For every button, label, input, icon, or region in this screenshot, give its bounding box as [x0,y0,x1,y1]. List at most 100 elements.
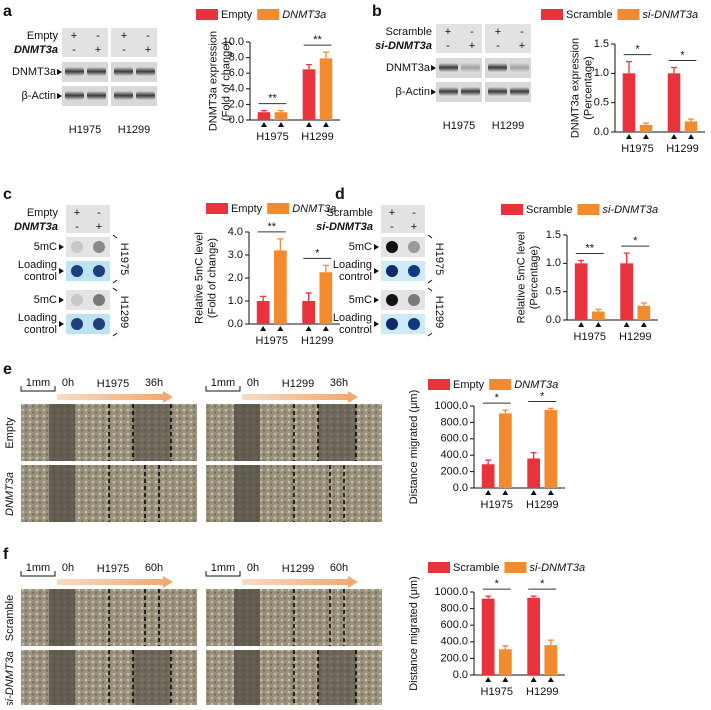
blot-dot [93,294,105,306]
legend-swatch [428,379,450,390]
error-bar [322,264,329,273]
error-bar [547,639,554,646]
sign: - [496,40,500,52]
x-tick-label: H1299 [526,686,558,698]
legend-swatch [489,379,512,390]
legend-label: si-DNMT3a [529,562,585,574]
legend-swatch [504,562,527,573]
time-end: 36h [145,377,163,389]
legend-label: Scramble [566,9,612,21]
axis-triangle [322,326,329,331]
y-tick-label: 800.0 [440,416,468,428]
y-tick-label: 1.0 [594,67,609,79]
row-label: 5mC [349,241,372,253]
x-tick-label: H1975 [621,143,653,155]
x-tick-label: H1975 [481,499,513,511]
bar [622,73,636,132]
error-bar [502,409,509,414]
sign: - [75,221,79,233]
sign: + [495,26,501,38]
legend-swatch [577,204,600,215]
error-bar [277,238,284,251]
row-arrow [59,321,64,327]
significance: * [540,578,545,590]
blot-band [65,91,84,100]
axis-triangle [595,322,602,327]
time-arrow [57,576,173,588]
wound-gap [234,589,260,646]
row-label: 5mC [34,241,57,253]
wound-gap [49,650,75,707]
scale-bar [205,571,241,577]
row-label: 5mC [34,294,57,306]
axis-triangle [485,677,492,682]
error-bar [260,109,267,113]
row-arrow [59,244,64,250]
blot-dot [408,318,420,330]
y-tick-label: 10.0 [223,36,244,48]
blot-dot [93,318,105,330]
panel-letter: b [372,3,382,20]
row-label: DNMT3a [386,62,431,74]
blot-band [439,63,458,72]
time-start: 0h [62,562,74,574]
bar [302,301,316,324]
significance: * [315,247,320,259]
error-bar [623,252,630,264]
y-axis-label: Relative 5mC level [515,232,527,324]
axis-triangle [643,134,650,139]
y-tick-label: 1000.0 [434,400,468,412]
wound-gap [234,465,260,522]
row-arrow [57,93,62,99]
error-bar [547,407,554,411]
axis-triangle [305,122,312,127]
legend-swatch [617,9,640,20]
blot-dot [71,294,83,306]
axis-triangle [277,326,284,331]
cell-label: H1299 [433,296,445,328]
axis-triangle [623,322,630,327]
error-bar [502,645,509,650]
y-tick-label: 600.0 [440,619,468,631]
wound-gap [49,465,75,522]
axis-triangle [305,326,312,331]
sign: + [445,26,451,38]
bracket [112,234,118,284]
blot-band [461,63,480,72]
x-tick-label: H1975 [256,335,288,347]
row-label: β-Actin [22,90,56,102]
scale-bar [20,386,56,392]
error-bar [578,259,585,264]
sign: - [390,221,394,233]
sign: + [411,221,417,233]
legend-label: Empty [231,203,263,215]
panel-letter: e [3,361,12,378]
axis-triangle [547,677,554,682]
x-tick-label: H1299 [619,331,651,343]
blot-dot [408,241,420,253]
scale-label: 1mm [26,562,50,574]
blot-dot [71,265,83,277]
bar [620,263,634,320]
error-bar [530,595,537,598]
legend-swatch [428,562,450,573]
row-label: Loading control [333,312,372,336]
row-arrow [59,268,64,274]
blot-dot [386,241,398,253]
y-tick-label: 200.0 [440,652,468,664]
cell-label: H1975 [118,243,130,275]
y-tick-label: 0.0 [546,314,561,326]
cell-label: H1299 [282,378,314,390]
y-tick-label: 200.0 [440,466,468,478]
blot-header [111,28,157,57]
x-tick-label: H1975 [256,131,288,143]
blot-dot [93,265,105,277]
row-label: β-Actin [396,86,430,98]
error-bar [323,51,330,59]
error-bar [260,295,267,301]
sign: - [122,44,126,56]
axis-triangle [547,490,554,495]
row-arrow [374,321,379,327]
bracket [427,234,433,284]
error-bar [305,292,312,301]
